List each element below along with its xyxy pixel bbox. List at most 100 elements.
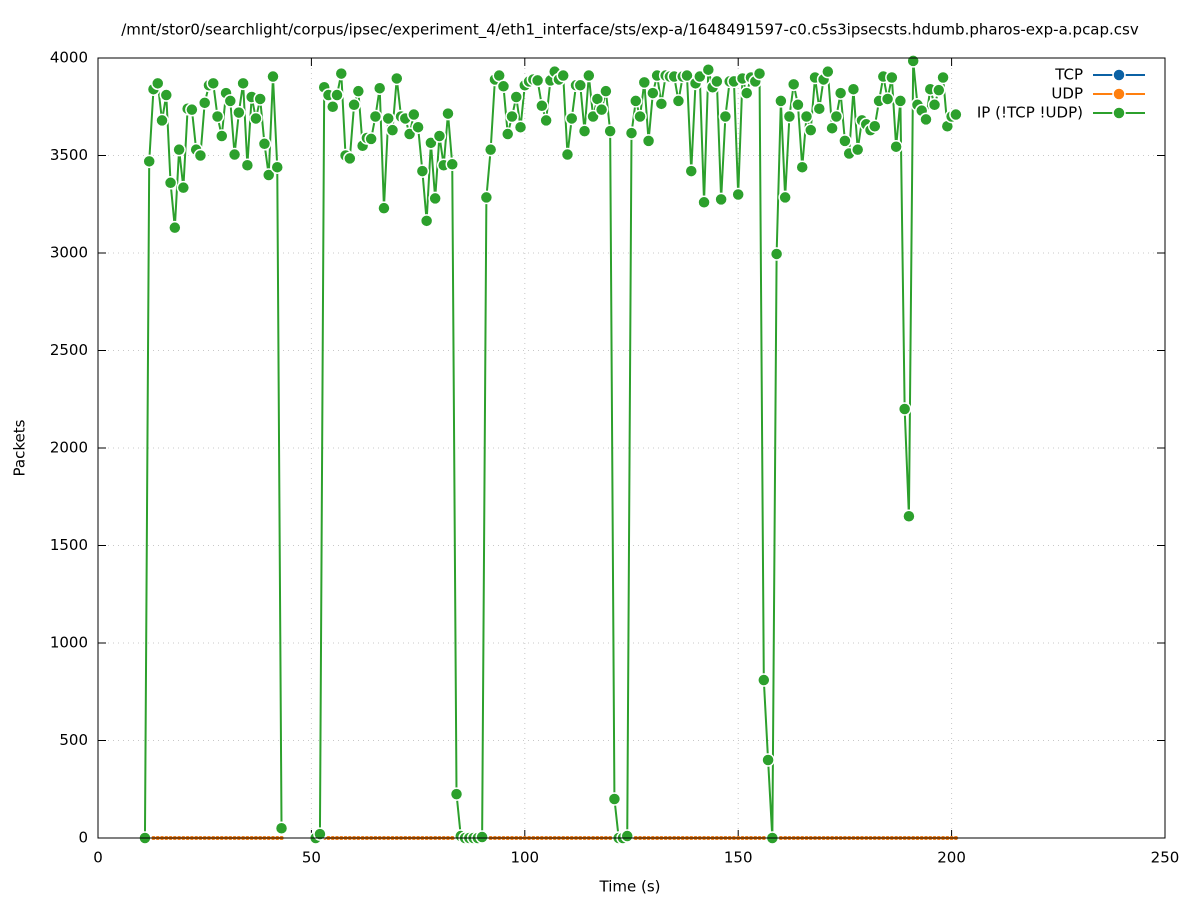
data-point [629, 94, 643, 108]
data-point [206, 76, 220, 91]
data-point [151, 76, 165, 91]
data-point [253, 92, 267, 106]
data-point [897, 402, 912, 416]
data-point [266, 69, 280, 84]
legend-marker [1112, 106, 1126, 120]
data-point [671, 94, 686, 108]
data-point [261, 168, 276, 182]
data-point [838, 134, 852, 148]
data-point [786, 77, 801, 92]
data-point [274, 821, 289, 835]
chart-title: /mnt/stor0/searchlight/corpus/ipsec/expe… [121, 21, 1139, 40]
data-point [812, 101, 827, 116]
data-point [850, 142, 865, 157]
data-point [513, 120, 528, 134]
data-point [825, 121, 839, 135]
data-point [155, 113, 169, 128]
data-point [223, 94, 238, 108]
data-point [530, 73, 545, 88]
data-point [210, 109, 225, 124]
data-point [799, 109, 814, 124]
data-point [176, 180, 191, 195]
legend-marker [1112, 87, 1126, 101]
plot-area [138, 54, 963, 845]
data-point [932, 83, 946, 97]
x-tick-label: 100 [510, 849, 539, 867]
data-point [270, 160, 285, 174]
y-tick-label: 3500 [50, 146, 88, 164]
data-point [441, 106, 455, 121]
legend-label: UDP [1051, 85, 1083, 103]
data-point [774, 94, 788, 108]
data-point [714, 192, 728, 207]
data-point [142, 154, 156, 169]
data-point [236, 76, 250, 91]
data-point [411, 120, 425, 134]
data-point [846, 82, 861, 96]
grid: 0 500 1000 1500 2000 2500 3000 3500 4000 0 50 100 15… [50, 49, 1180, 867]
data-point [215, 129, 229, 143]
data-point [599, 84, 613, 98]
data-point [197, 96, 212, 110]
data-point [739, 86, 754, 100]
data-point [330, 88, 344, 102]
data-point [646, 86, 660, 100]
data-point [479, 190, 494, 205]
data-point [757, 673, 771, 687]
data-point [684, 164, 699, 178]
y-tick-label: 0 [78, 829, 88, 847]
data-point [334, 66, 349, 81]
data-point [257, 137, 272, 151]
data-point [419, 214, 434, 228]
data-point [791, 98, 805, 112]
data-point [603, 124, 617, 138]
data-point [654, 97, 669, 111]
legend-label: IP (!TCP !UDP) [977, 104, 1083, 122]
y-tick-label: 1500 [50, 536, 88, 554]
data-point [227, 147, 242, 162]
data-point [415, 164, 430, 178]
data-point [381, 111, 395, 126]
data-point [731, 187, 745, 202]
data-point [343, 151, 357, 166]
data-point [880, 92, 895, 106]
data-point [249, 111, 263, 126]
x-tick-label: 150 [724, 849, 753, 867]
data-point [483, 142, 498, 157]
data-point [240, 158, 255, 172]
data-point [868, 119, 882, 133]
data-point [701, 62, 716, 77]
data-point [906, 54, 920, 68]
data-point [347, 98, 361, 112]
data-point [573, 78, 588, 93]
data-point [752, 66, 767, 81]
data-point [445, 157, 459, 172]
data-point [680, 68, 694, 83]
data-point [594, 102, 609, 117]
data-point [769, 247, 784, 261]
data-point [390, 71, 404, 86]
data-point [795, 160, 809, 174]
data-point [889, 139, 903, 154]
data-point [936, 70, 950, 85]
data-point [821, 64, 835, 79]
data-point [633, 109, 647, 124]
legend-label: TCP [1054, 66, 1083, 84]
data-point [782, 109, 797, 124]
data-point [159, 88, 174, 102]
x-tick-label: 200 [937, 849, 966, 867]
data-point [829, 109, 844, 124]
data-point [377, 201, 391, 215]
data-point [607, 792, 622, 806]
y-tick-label: 3000 [50, 244, 88, 262]
y-tick-label: 2500 [50, 341, 88, 359]
data-point [232, 105, 246, 120]
x-tick-label: 250 [1151, 849, 1180, 867]
x-tick-label: 50 [302, 849, 321, 867]
data-point [582, 68, 596, 83]
data-point [505, 109, 519, 124]
data-point [185, 102, 199, 117]
data-point [919, 112, 933, 127]
y-axis-label: Packets [11, 419, 29, 476]
